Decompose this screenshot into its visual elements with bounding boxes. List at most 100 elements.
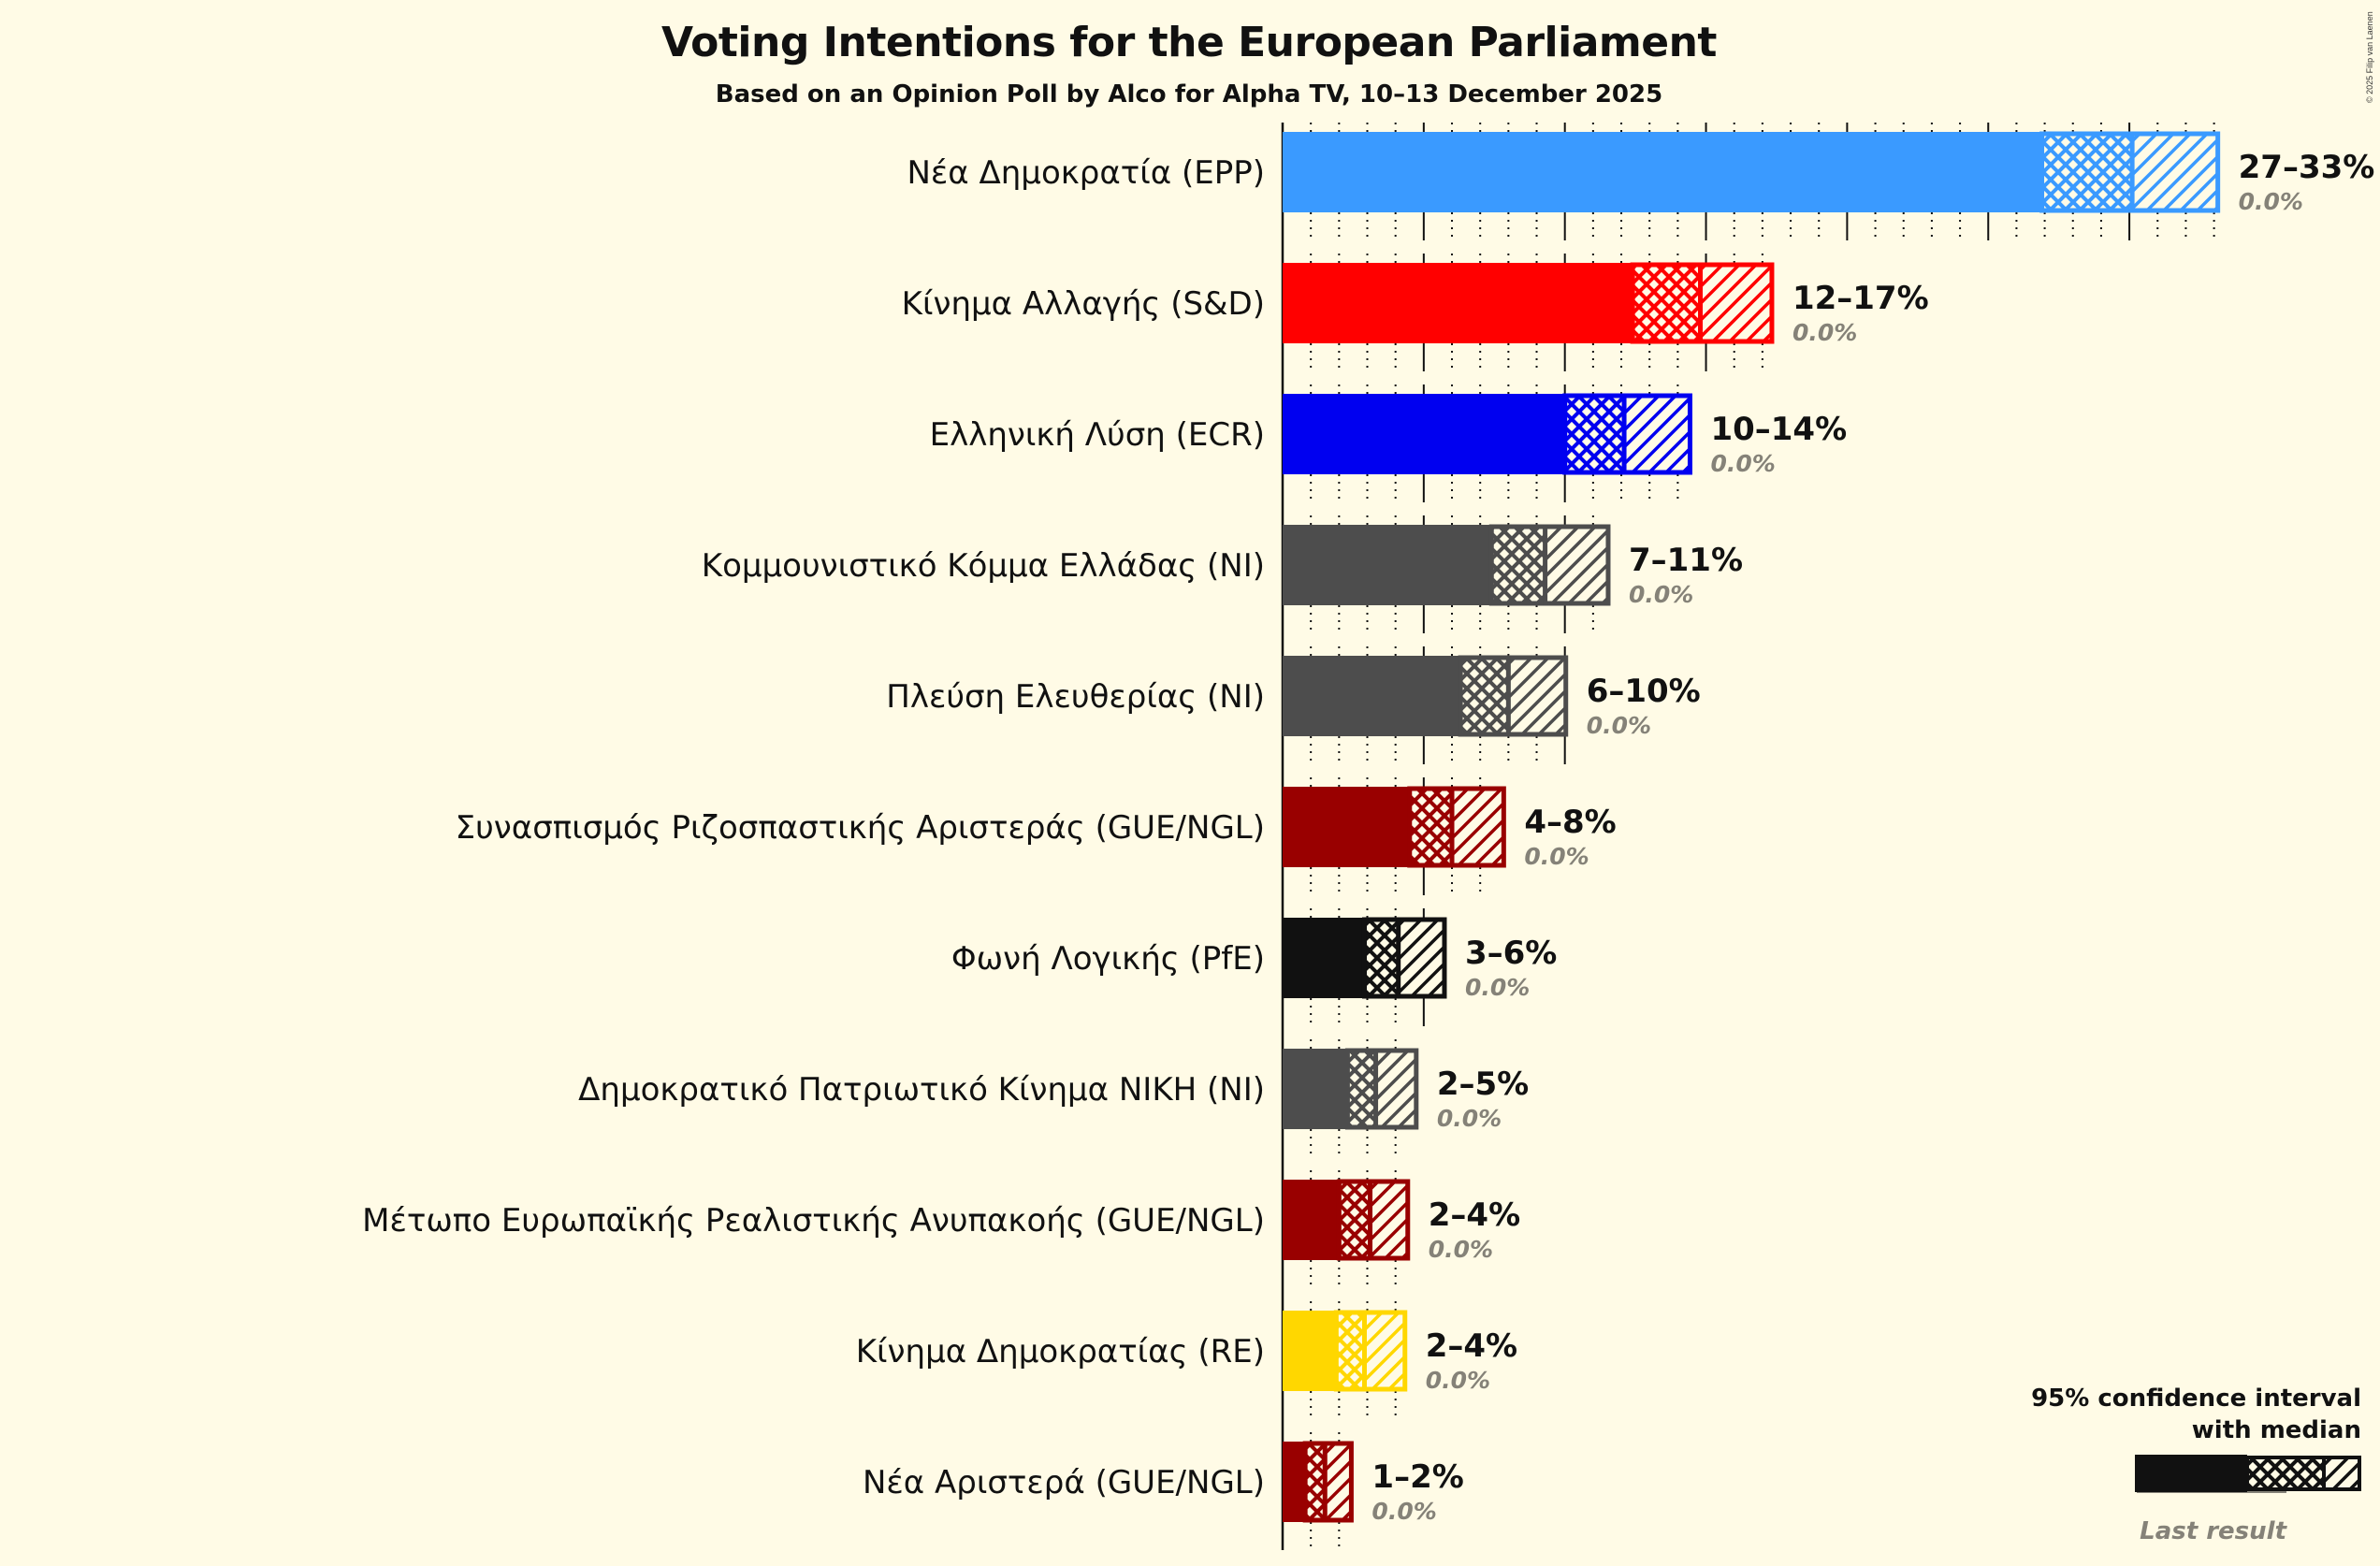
party-row: Φωνή Λογικής (PfE) 3–6%0.0%: [951, 917, 1557, 1001]
bar-solid-segment: [1283, 1180, 1340, 1260]
bar-solid-segment: [1283, 1442, 1306, 1522]
party-row: Συνασπισμός Ριζοσπαστικής Αριστεράς (GUE…: [456, 786, 1617, 870]
legend-title-line1: 95% confidence interval: [2031, 1385, 2361, 1413]
last-result-value: 0.0%: [1587, 712, 1651, 739]
bar-diagonal-segment: [1508, 659, 1565, 733]
party-label: Δημοκρατικό Πατριωτικό Κίνημα ΝΙΚΗ (NI): [578, 1071, 1265, 1109]
party-label: Πλεύση Ελευθερίας (NI): [886, 678, 1265, 716]
bar-solid-segment: [1283, 263, 1633, 343]
bar-crosshatch-segment: [1339, 1182, 1371, 1257]
last-result-value: 0.0%: [1426, 1367, 1490, 1394]
bar-crosshatch-segment: [1409, 790, 1453, 864]
bar-ci-outline: [1458, 655, 1569, 737]
ci-range-label: 7–11%: [1629, 542, 1743, 579]
party-row: Νέα Αριστερά (GUE/NGL) 1–2%0.0%: [863, 1441, 1464, 1525]
chart-title-text: Voting Intentions for the European Parli…: [661, 19, 1717, 66]
bar-diagonal-segment: [1624, 397, 1690, 471]
chart-subtitle-text: Based on an Opinion Poll by Alco for Alp…: [715, 80, 1663, 109]
bar-ci-outline: [1302, 1441, 1354, 1523]
bar-ci-outline: [1488, 524, 1611, 606]
bar-diagonal-segment: [1700, 266, 1771, 341]
last-result-value: 0.0%: [1371, 1498, 1436, 1525]
party-row: Κίνημα Δημοκρατίας (RE) 2–4%0.0%: [856, 1310, 1517, 1394]
legend-diagonal-segment: [2322, 1456, 2361, 1491]
last-result-value: 0.0%: [2239, 188, 2303, 215]
bar-diagonal-segment: [1370, 1182, 1407, 1257]
chart-subtitle: Based on an Opinion Poll by Alco for Alp…: [0, 80, 2380, 109]
legend-last-result-label: Last result: [2140, 1517, 2287, 1545]
legend-title-line2: with median: [2192, 1416, 2361, 1444]
party-row: Κίνημα Αλλαγής (S&D) 12–17%0.0%: [902, 262, 1929, 346]
bar-diagonal-segment: [1452, 790, 1503, 864]
bar-solid-segment: [1283, 656, 1461, 736]
bar-diagonal-segment: [2132, 135, 2217, 210]
bar-crosshatch-segment: [1460, 659, 1509, 733]
ci-range-label: 4–8%: [1524, 804, 1616, 841]
bar-diagonal-segment: [1375, 1051, 1415, 1126]
bar-solid-segment: [1283, 787, 1410, 867]
last-result-value: 0.0%: [1792, 319, 1857, 346]
bar-ci-outline: [1407, 786, 1506, 868]
party-row: Δημοκρατικό Πατριωτικό Κίνημα ΝΙΚΗ (NI) 2…: [578, 1048, 1529, 1132]
party-label: Νέα Αριστερά (GUE/NGL): [863, 1464, 1265, 1501]
bar-crosshatch-segment: [2041, 135, 2133, 210]
ci-range-label: 2–5%: [1437, 1066, 1529, 1103]
party-label: Κομμουνιστικό Κόμμα Ελλάδας (NI): [702, 547, 1265, 585]
party-row: Νέα Δημοκρατία (EPP) 27–33%0.0%: [907, 131, 2375, 215]
bar-solid-segment: [1283, 394, 1565, 474]
party-label: Κίνημα Δημοκρατίας (RE): [856, 1333, 1265, 1370]
last-result-value: 0.0%: [1524, 843, 1589, 870]
party-label: Ελληνική Λύση (ECR): [930, 416, 1265, 454]
party-label: Μέτωπο Ευρωπαϊκής Ρεαλιστικής Ανυπακοής …: [362, 1202, 1265, 1240]
bar-crosshatch-segment: [1564, 397, 1625, 471]
bars: Νέα Δημοκρατία (EPP) 27–33%0.0%Κίνημα Αλλ…: [362, 131, 2375, 1525]
party-row: Κομμουνιστικό Κόμμα Ελλάδας (NI) 7–11%0.0…: [702, 524, 1743, 608]
bar-solid-segment: [1283, 525, 1492, 605]
ci-range-label: 6–10%: [1587, 673, 1701, 710]
legend-solid-segment: [2135, 1455, 2247, 1492]
last-result-value: 0.0%: [1429, 1236, 1493, 1263]
party-row: Μέτωπο Ευρωπαϊκής Ρεαλιστικής Ανυπακοής …: [362, 1179, 1520, 1263]
bar-diagonal-segment: [1364, 1313, 1404, 1388]
chart-title: Voting Intentions for the European Parli…: [0, 19, 2380, 66]
bar-solid-segment: [1283, 132, 2042, 212]
ci-range-label: 10–14%: [1710, 411, 1847, 448]
bar-solid-segment: [1283, 1311, 1337, 1391]
bar-ci-outline: [1562, 393, 1692, 475]
party-label: Φωνή Λογικής (PfE): [951, 940, 1265, 978]
legend-crosshatch-segment: [2245, 1456, 2326, 1491]
ci-range-label: 3–6%: [1465, 935, 1557, 972]
bar-ci-outline: [1361, 917, 1447, 999]
legend: 95% confidence interval with median Last…: [2031, 1385, 2361, 1545]
last-result-value: 0.0%: [1710, 450, 1775, 477]
ci-range-label: 12–17%: [1792, 280, 1929, 317]
last-result-value: 0.0%: [1629, 581, 1693, 608]
last-result-value: 0.0%: [1437, 1105, 1502, 1132]
bar-crosshatch-segment: [1336, 1313, 1365, 1388]
party-row: Ελληνική Λύση (ECR) 10–14%0.0%: [930, 393, 1847, 477]
ci-range-label: 2–4%: [1429, 1196, 1520, 1234]
bar-crosshatch-segment: [1347, 1051, 1376, 1126]
party-label: Κίνημα Αλλαγής (S&D): [902, 285, 1265, 323]
last-result-value: 0.0%: [1465, 974, 1530, 1001]
ci-range-label: 27–33%: [2239, 149, 2375, 186]
ci-range-label: 2–4%: [1426, 1327, 1517, 1365]
bar-crosshatch-segment: [1633, 266, 1701, 341]
bar-crosshatch-segment: [1305, 1444, 1326, 1519]
bar-ci-outline: [2039, 131, 2221, 213]
ci-range-label: 1–2%: [1371, 1458, 1463, 1496]
party-label: Συνασπισμός Ριζοσπαστικής Αριστεράς (GUE…: [456, 809, 1265, 847]
bar-solid-segment: [1283, 918, 1365, 998]
party-row: Πλεύση Ελευθερίας (NI) 6–10%0.0%: [886, 655, 1701, 739]
bar-solid-segment: [1283, 1049, 1348, 1129]
bar-ci-outline: [1336, 1179, 1411, 1261]
bar-crosshatch-segment: [1491, 528, 1546, 602]
bar-ci-outline: [1333, 1310, 1408, 1392]
bar-diagonal-segment: [1398, 921, 1444, 995]
bar-diagonal-segment: [1545, 528, 1607, 602]
party-label: Νέα Δημοκρατία (EPP): [907, 154, 1265, 192]
bar-crosshatch-segment: [1364, 921, 1399, 995]
bar-ci-outline: [1344, 1048, 1419, 1130]
bar-diagonal-segment: [1325, 1444, 1351, 1519]
